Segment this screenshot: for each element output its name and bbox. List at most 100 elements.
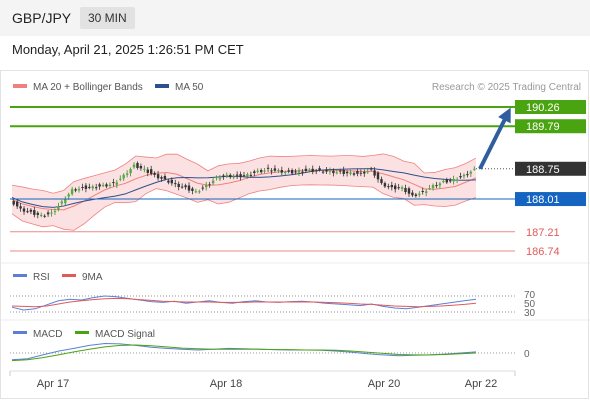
candle-body — [136, 163, 139, 168]
candle-body — [81, 187, 84, 188]
candle-body — [428, 188, 431, 190]
candle-body — [101, 185, 105, 187]
candle-body — [249, 174, 253, 176]
candle-body — [125, 173, 129, 175]
candle-body — [115, 182, 118, 185]
candle-body — [91, 186, 94, 189]
candle-body — [218, 178, 222, 180]
macd-signal-line — [11, 344, 477, 362]
candle-body — [53, 210, 57, 212]
candle-body — [273, 168, 277, 171]
bollinger-upper-line — [11, 153, 477, 194]
candle-body — [462, 174, 466, 177]
candle-body — [119, 178, 122, 180]
bollinger-bands — [11, 153, 477, 231]
candle-body — [98, 184, 101, 187]
macd-signal-legend-swatch — [75, 331, 89, 334]
candle-body — [445, 179, 448, 183]
candle-body — [390, 185, 393, 188]
bollinger-band-area — [12, 153, 476, 231]
candle-body — [297, 170, 301, 173]
candle-body — [325, 169, 328, 172]
timeframe-selector[interactable]: 30 MIN — [80, 7, 135, 29]
x-tick-label: Apr 18 — [210, 378, 242, 390]
candle-body — [339, 170, 342, 172]
candle-body — [187, 185, 191, 191]
candle-body — [253, 171, 256, 173]
candle-body — [280, 170, 283, 173]
candle-body — [459, 176, 462, 178]
candle-body — [222, 175, 225, 177]
candle-body — [366, 171, 369, 173]
candle-body — [33, 210, 36, 215]
candle-body — [84, 185, 88, 189]
candle-body — [108, 184, 112, 186]
candle-body — [232, 176, 235, 178]
candle-body — [150, 169, 153, 174]
rsi-legend-label: RSI — [33, 272, 50, 283]
candle-body — [418, 193, 421, 195]
candle-body — [229, 174, 232, 178]
candle-body — [180, 186, 184, 188]
candle-body — [449, 180, 452, 182]
candle-body — [359, 172, 363, 174]
price-levels: 190.26 189.79 188.01 187.21 186.74 — [10, 100, 586, 258]
candle-body — [404, 188, 407, 192]
candle-body — [266, 167, 270, 169]
candle-body — [349, 172, 352, 174]
candle-body — [438, 183, 442, 186]
candle-body — [50, 212, 53, 214]
candle-body — [19, 206, 22, 209]
candle-body — [205, 185, 208, 188]
9ma-legend-swatch — [62, 274, 76, 277]
candle-body — [57, 206, 60, 210]
candle-body — [143, 168, 146, 170]
candle-body — [12, 201, 15, 205]
header-bar: GBP/JPY 30 MIN — [0, 0, 590, 36]
candle-body — [16, 201, 19, 207]
candle-body — [36, 212, 39, 215]
rsi-9ma-line — [11, 297, 477, 308]
candle-body — [301, 171, 304, 173]
candle-body — [194, 191, 198, 193]
candle-body — [421, 191, 424, 192]
x-tick-label: Apr 17 — [37, 378, 69, 390]
candle-body — [139, 166, 143, 169]
candle-body — [411, 192, 414, 196]
candle-body — [318, 168, 321, 170]
candle-body — [414, 194, 418, 196]
candle-body — [70, 189, 74, 195]
level-label: 190.26 — [526, 102, 560, 114]
candle-body — [397, 187, 400, 189]
candle-body — [239, 174, 242, 178]
candle-body — [201, 187, 204, 189]
rsi-tick-30: 30 — [524, 308, 536, 319]
9ma-legend-label: 9MA — [82, 272, 103, 283]
candle-body — [112, 182, 115, 184]
x-tick-label: Apr 22 — [465, 378, 497, 390]
macd-signal-legend-label: MACD Signal — [95, 329, 155, 340]
candle-body — [263, 170, 266, 172]
candle-body — [225, 174, 228, 177]
candle-body — [335, 172, 338, 174]
level-label: 188.01 — [526, 194, 560, 206]
candle-body — [43, 215, 46, 217]
candle-body — [40, 215, 43, 216]
ma50-legend-label: MA 50 — [175, 82, 204, 93]
rsi-tick-70: 70 — [524, 290, 536, 301]
candle-body — [184, 185, 187, 188]
candle-body — [67, 194, 70, 197]
level-label: 189.79 — [526, 121, 560, 133]
candlesticks — [12, 161, 476, 219]
projection-arrow-line — [478, 118, 507, 170]
candle-body — [215, 177, 218, 179]
candle-body — [304, 168, 308, 171]
candle-body — [315, 170, 318, 172]
candle-body — [425, 191, 428, 193]
timestamp: Monday, April 21, 2025 1:26:51 PM CET — [12, 42, 244, 57]
candle-body — [88, 186, 91, 188]
candle-body — [122, 174, 125, 179]
candle-body — [167, 180, 170, 183]
candle-body — [235, 174, 239, 176]
candle-body — [442, 181, 445, 182]
